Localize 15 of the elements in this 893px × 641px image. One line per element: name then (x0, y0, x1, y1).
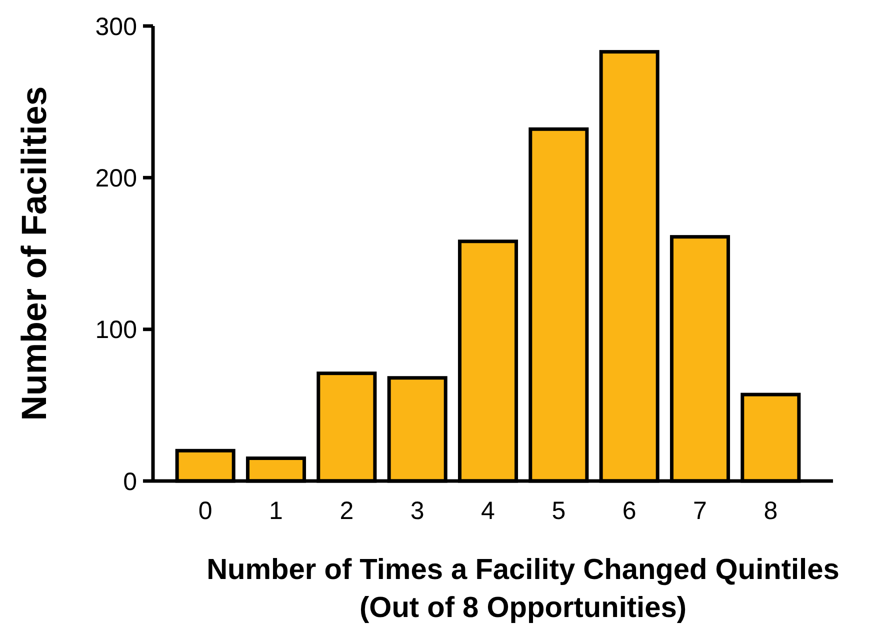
y-tick-label: 0 (123, 468, 137, 496)
y-tick-label: 300 (95, 12, 137, 41)
y-axis-title: Number of Facilities (15, 86, 54, 421)
x-tick-label: 1 (269, 497, 283, 525)
x-tick-label: 4 (481, 497, 496, 525)
x-tick-label: 2 (340, 497, 354, 525)
x-tick-label: 8 (764, 497, 778, 525)
x-tick-label: 0 (198, 497, 212, 525)
x-axis-title: Number of Times a Facility Changed Quintiles (Out of 8 Opportunities) (206, 554, 840, 624)
x-tick-label: 6 (622, 497, 636, 525)
x-tick-label: 7 (693, 497, 707, 525)
x-tick-label: 5 (552, 497, 566, 525)
x-tick-label: 3 (410, 497, 424, 525)
y-tick-label: 200 (95, 164, 137, 192)
y-tick-label: 100 (95, 316, 137, 344)
